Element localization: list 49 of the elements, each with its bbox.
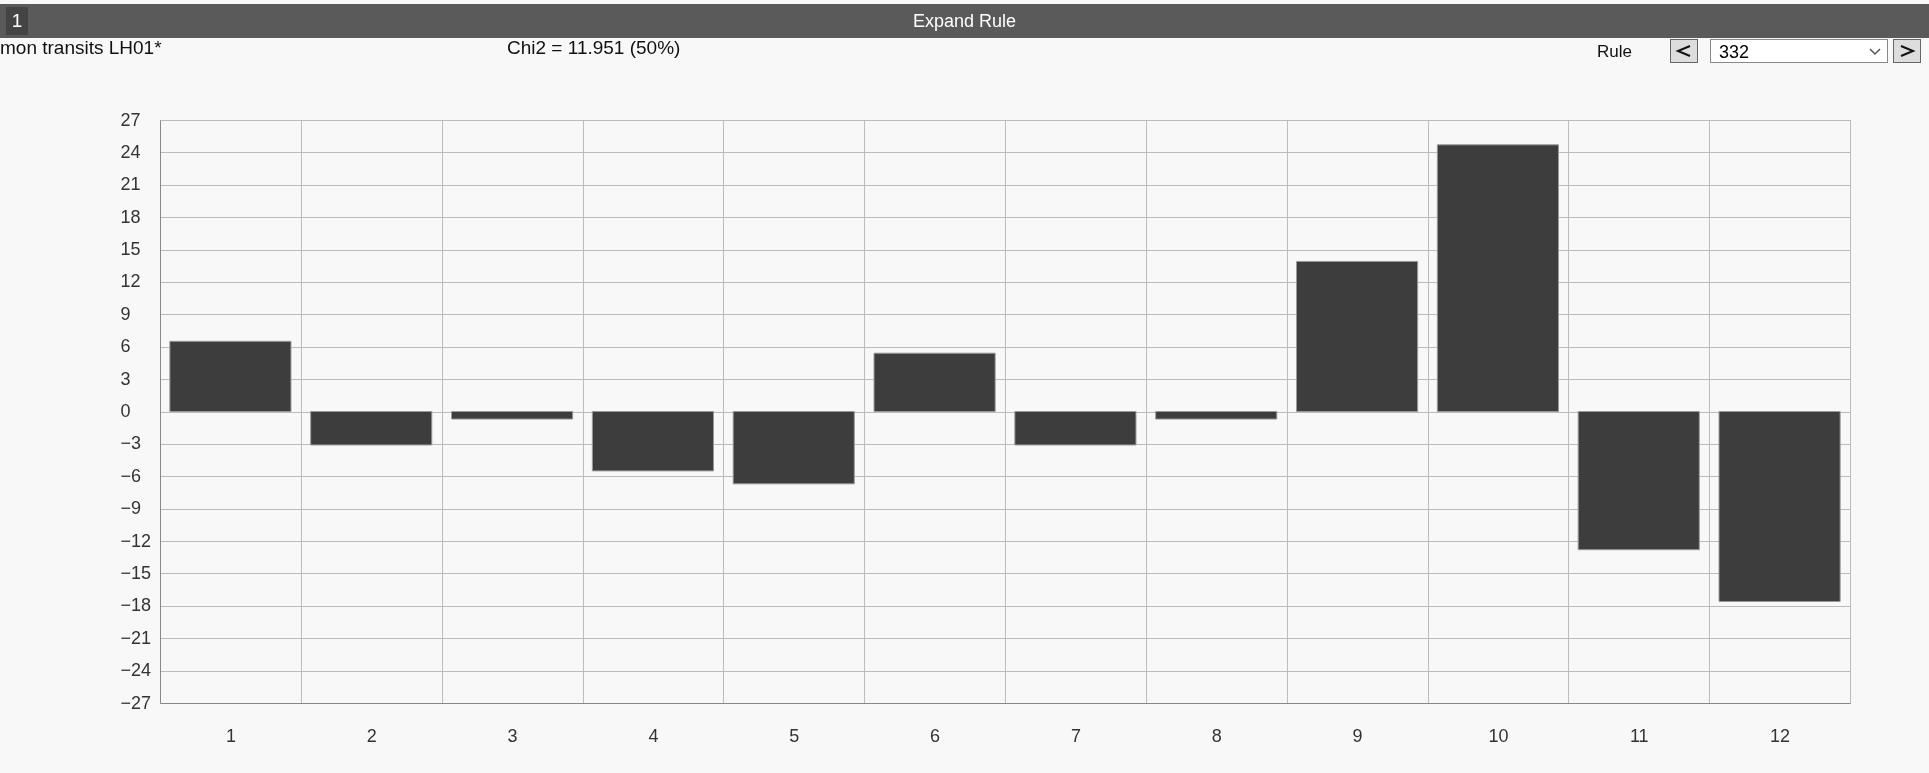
x-tick-label: 3	[507, 725, 518, 746]
y-tick-label: 21	[120, 174, 141, 195]
x-tick-label: 9	[1352, 725, 1363, 746]
y-tick-label: 15	[120, 239, 141, 260]
y-tick-label: 9	[120, 303, 131, 324]
x-tick-label: 8	[1211, 725, 1222, 746]
bar	[451, 411, 574, 420]
y-tick-label: 27	[120, 109, 141, 130]
y-tick-label: 0	[120, 401, 131, 421]
bar	[1014, 411, 1137, 446]
bar	[1718, 411, 1841, 603]
y-tick-label: 12	[120, 271, 141, 292]
y-tick-label: 18	[120, 206, 141, 227]
chart-title: Expand Rule	[912, 11, 1017, 31]
y-tick-label: 24	[120, 141, 141, 162]
y-tick-label: −12	[120, 530, 152, 551]
x-tick-label: 2	[366, 725, 377, 746]
bar	[732, 411, 855, 485]
x-tick-label: 1	[225, 725, 236, 746]
bar	[169, 340, 292, 412]
y-tick-label: −18	[120, 595, 152, 616]
bar	[1577, 411, 1700, 551]
bar	[873, 352, 996, 412]
x-tick-label: 5	[789, 725, 800, 746]
text: 1	[6, 7, 28, 35]
y-tick-label: −15	[120, 562, 152, 583]
y-tick-label: 3	[120, 368, 131, 389]
text: 332	[1719, 42, 1750, 62]
x-tick-label: 6	[930, 725, 941, 746]
x-tick-label: 7	[1070, 725, 1081, 746]
bar	[591, 411, 714, 472]
x-tick-label: 12	[1770, 725, 1791, 746]
bar	[1296, 260, 1419, 412]
y-tick-label: −24	[120, 660, 152, 681]
bar	[1436, 144, 1559, 412]
y-tick-label: −3	[120, 433, 142, 454]
y-tick-label: −6	[120, 465, 142, 486]
text: Chi2 = 11.951 (50%)	[507, 37, 681, 59]
y-tick-label: −21	[120, 627, 152, 648]
x-tick-label: 11	[1629, 725, 1649, 746]
bar	[1155, 411, 1278, 420]
y-tick-label: −9	[120, 498, 142, 519]
bar	[310, 411, 433, 446]
text: mon transits LH01*	[0, 37, 162, 59]
y-tick-label: 6	[120, 336, 131, 357]
x-tick-label: 10	[1488, 725, 1509, 746]
y-tick-label: −27	[120, 692, 152, 713]
x-tick-label: 4	[648, 725, 659, 746]
text: Rule	[1597, 42, 1632, 62]
